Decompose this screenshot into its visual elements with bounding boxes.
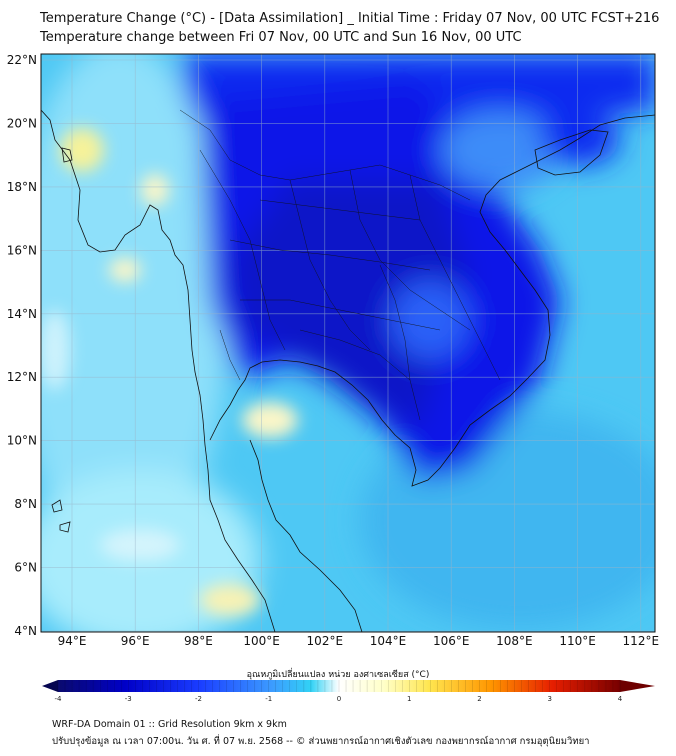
- colorbar-tick-label: -4: [55, 695, 63, 703]
- colorbar-ticks: -4 -3 -2 -1 0 1 2 3 4: [55, 680, 623, 703]
- colorbar-tick-label: 4: [618, 695, 623, 703]
- lon-tick-label: 108°E: [496, 634, 533, 648]
- footer-line-1: WRF-DA Domain 01 :: Grid Resolution 9km …: [52, 719, 287, 730]
- colorbar: -4 -3 -2 -1 0 1 2 3 4: [42, 680, 655, 703]
- coastlines: [41, 109, 655, 632]
- lat-tick-label: 8°N: [14, 497, 37, 511]
- lat-tick-label: 16°N: [7, 243, 37, 257]
- colorbar-tick-label: 2: [477, 695, 481, 703]
- colorbar-title: อุณหภูมิเปลี่ยนแปลง หน่วย องศาเซลเซียส (…: [246, 670, 430, 680]
- lon-tick-label: 102°E: [307, 634, 344, 648]
- colorbar-max-arrow: [620, 680, 655, 692]
- colorbar-tick-label: 0: [337, 695, 341, 703]
- lat-tick-label: 4°N: [14, 624, 37, 638]
- colorbar-tick-label: -1: [265, 695, 272, 703]
- lon-tick-label: 94°E: [58, 634, 87, 648]
- admin-borders: [179, 109, 501, 421]
- temperature-field: [41, 54, 655, 632]
- lat-tick-label: 14°N: [7, 307, 37, 321]
- colorbar-min-arrow: [42, 680, 58, 692]
- footer-line-2: ปรับปรุงข้อมูล ณ เวลา 07:00น. วัน ศ. ที่…: [52, 736, 590, 747]
- colorbar-tick-label: -2: [195, 695, 202, 703]
- lat-tick-label: 10°N: [7, 434, 37, 448]
- lon-tick-label: 110°E: [559, 634, 596, 648]
- lon-tick-label: 96°E: [121, 634, 150, 648]
- longitude-labels: 94°E 96°E 98°E 100°E 102°E 104°E 106°E 108°E 110…: [58, 634, 659, 648]
- lat-tick-label: 6°N: [14, 561, 37, 575]
- colorbar-tick-label: 3: [548, 695, 552, 703]
- lon-tick-label: 104°E: [370, 634, 407, 648]
- lat-tick-label: 22°N: [7, 53, 37, 67]
- colorbar-tick-label: 1: [407, 695, 411, 703]
- lat-tick-label: 20°N: [7, 116, 37, 130]
- lon-tick-label: 106°E: [433, 634, 470, 648]
- map-subtitle: Temperature change between Fri 07 Nov, 0…: [40, 30, 522, 45]
- graticule: [41, 54, 655, 632]
- colorbar-gradient: [58, 680, 620, 692]
- map-frame: [40, 53, 656, 633]
- lon-tick-label: 100°E: [243, 634, 280, 648]
- lat-tick-label: 12°N: [7, 370, 37, 384]
- lat-tick-label: 18°N: [7, 180, 37, 194]
- latitude-labels: 22°N 20°N 18°N 16°N 14°N 12°N 10°N 8°N 6°N 4°N: [7, 53, 37, 638]
- colorbar-tick-label: -3: [125, 695, 132, 703]
- lon-tick-label: 112°E: [623, 634, 660, 648]
- map-title: Temperature Change (°C) - [Data Assimila…: [40, 11, 660, 26]
- lon-tick-label: 98°E: [184, 634, 213, 648]
